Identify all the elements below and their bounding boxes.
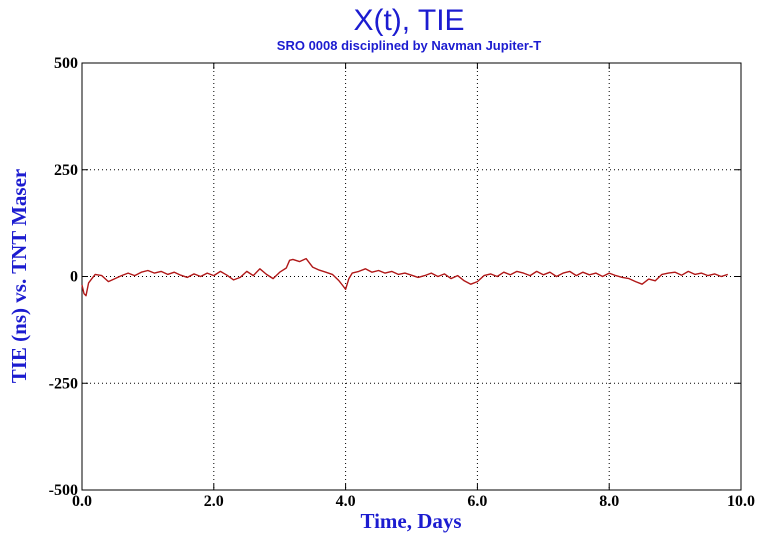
x-tick-label: 10.0 <box>727 493 755 510</box>
x-tick-label: 2.0 <box>204 493 224 510</box>
y-tick-label: 500 <box>54 55 78 72</box>
chart-title: X(t), TIE <box>353 4 464 37</box>
series-line <box>81 257 729 297</box>
y-tick-label: -500 <box>49 482 78 499</box>
y-axis-label: TIE (ns) vs. TNT Maser <box>7 169 31 384</box>
chart-subtitle: SRO 0008 disciplined by Navman Jupiter-T <box>277 38 541 53</box>
x-tick-label: 4.0 <box>336 493 356 510</box>
y-tick-label: 0 <box>70 269 78 286</box>
grid <box>82 63 741 490</box>
x-tick-label: 6.0 <box>467 493 487 510</box>
x-tick-label: 8.0 <box>599 493 619 510</box>
series-group <box>81 257 729 297</box>
x-tick-label: 0.0 <box>72 493 92 510</box>
ticks: 0.0 2.0 4.0 6.0 8.0 10.0 -500 -250 0 250 500 <box>49 55 755 510</box>
x-axis-label: Time, Days <box>360 509 461 533</box>
y-tick-label: 250 <box>54 162 78 179</box>
y-tick-label: -250 <box>49 375 78 392</box>
